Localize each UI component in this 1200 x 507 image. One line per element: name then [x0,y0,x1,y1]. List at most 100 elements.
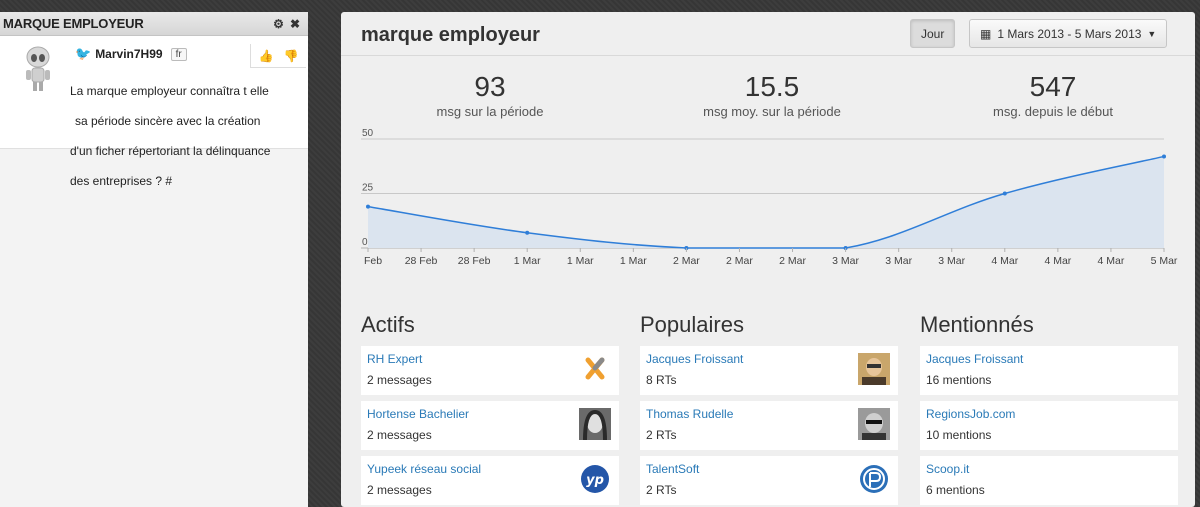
messages-chart: 50 25 0 Feb 28 Feb 28 Feb 1 Mar 1 Mar 1 Mar 2 Mar… [361,128,1178,267]
x-tick-label: 1 Mar [514,255,541,267]
calendar-icon: ▦ [980,26,992,41]
stat-label: msg. depuis le début [993,104,1113,119]
data-point[interactable] [1002,191,1007,196]
x-tick-label: 2 Mar [673,255,700,267]
x-tick-label: 3 Mar [885,255,912,267]
divider [341,55,1195,56]
column-title: Mentionnés [920,312,1034,337]
x-tick-label: 3 Mar [938,255,965,267]
list-item[interactable]: Thomas Rudelle 2 RTs [640,401,898,450]
list-item[interactable]: Jacques Froissant 16 mentions [920,346,1178,395]
tweet-item[interactable]: 🐦 Marvin7H99 fr 👍 👎 La marque employeur … [0,36,308,188]
item-name[interactable]: RH Expert [367,352,423,366]
item-count: 16 mentions [926,373,992,387]
x-tick-label: 5 Mar [1151,255,1178,267]
stat-value: 93 [474,71,506,102]
list-item[interactable]: RH Expert 2 messages [361,346,619,395]
date-range-label: 1 Mars 2013 - 5 Mars 2013 [997,26,1142,41]
list-item[interactable]: Yupeek réseau social 2 messages yp [361,456,619,505]
item-name[interactable]: Yupeek réseau social [367,462,482,476]
y-tick-label: 0 [362,237,368,248]
gear-icon[interactable]: ⚙ [273,16,284,31]
avatar-jacques-icon [858,353,890,385]
stat-period: 93 msg sur la période [390,71,590,120]
area-fill [368,156,1164,248]
language-badge: fr [170,47,187,61]
x-tick-label: 1 Mar [567,255,594,267]
stat-average: 15.5 msg moy. sur la période [672,71,872,120]
talentsoft-logo-icon [860,465,888,493]
item-count: 10 mentions [926,428,992,442]
left-panel: MARQUE EMPLOYEUR ⚙ ✖ 🐦 Marvin7H99 fr 👍 👎… [0,12,308,507]
column-actifs: Actifs RH Expert 2 messages Hortense Bac… [361,312,619,507]
x-tick-label: 1 Mar [620,255,647,267]
item-name[interactable]: Hortense Bachelier [367,407,470,421]
caret-down-icon: ▼ [1147,28,1157,39]
x-tick-label: 4 Mar [1098,255,1125,267]
data-point[interactable] [366,204,370,209]
x-tick-label: 4 Mar [1044,255,1071,267]
item-count: 6 mentions [926,483,985,497]
date-range-dropdown[interactable]: ▦ 1 Mars 2013 - 5 Mars 2013 ▼ [969,19,1168,48]
list-item[interactable]: Jacques Froissant 8 RTs [640,346,898,395]
x-tick-label: 28 Feb [458,255,491,267]
item-name[interactable]: Thomas Rudelle [646,407,734,421]
vote-controls: 👍 👎 [250,44,306,68]
y-tick-label: 25 [362,183,374,194]
tweet-text: La marque employeur connaîtra t elle sa … [70,69,295,204]
thumbs-down-icon[interactable]: 👎 [283,48,299,63]
day-button[interactable]: Jour [910,19,956,48]
item-count: 2 messages [367,428,432,442]
item-count: 2 messages [367,483,432,497]
stat-value: 547 [1029,71,1077,102]
svg-text:yp: yp [586,473,604,488]
x-tick-label: 4 Mar [991,255,1018,267]
data-point[interactable] [525,230,530,235]
avatar-thomas-icon [858,408,890,440]
item-count: 2 RTs [646,428,677,442]
data-point[interactable] [1162,154,1166,159]
tweet-line: des entreprises ? # [70,174,173,188]
x-tick-label: 2 Mar [779,255,806,267]
thumbs-up-icon[interactable]: 👍 [258,48,274,63]
close-icon[interactable]: ✖ [289,16,300,31]
tweet-line: d'un ficher répertoriant la délinquance [70,144,271,158]
column-populaires: Populaires Jacques Froissant 8 RTs Thoma… [640,312,898,507]
x-tick-label: 28 Feb [405,255,438,267]
item-count: 8 RTs [646,373,677,387]
y-tick-label: 50 [362,128,374,139]
page-title: marque employeur [361,24,540,46]
x-tick-label: 2 Mar [726,255,753,267]
list-item[interactable]: Hortense Bachelier 2 messages [361,401,619,450]
item-name[interactable]: Scoop.it [926,462,970,476]
column-title: Populaires [640,312,744,337]
twitter-bird-icon: 🐦 [75,46,92,61]
tweet-line: sa période sincère avec la création [75,114,261,128]
list-item[interactable]: TalentSoft 2 RTs [640,456,898,505]
item-count: 2 messages [367,373,432,387]
panel-controls: ⚙ ✖ [273,17,300,31]
rh-expert-logo-icon [585,357,605,380]
list-item[interactable]: Scoop.it 6 mentions [920,456,1178,505]
item-name[interactable]: RegionsJob.com [926,407,1016,421]
item-count: 2 RTs [646,483,677,497]
item-name[interactable]: Jacques Froissant [926,352,1024,366]
panel-header: MARQUE EMPLOYEUR ⚙ ✖ [0,12,308,36]
item-name[interactable]: TalentSoft [646,462,700,476]
series-line [367,155,1165,249]
list-item[interactable]: RegionsJob.com 10 mentions [920,401,1178,450]
main-panel: marque employeur Jour ▦ 1 Mars 2013 - 5 … [341,12,1195,507]
robot-avatar-icon [26,46,50,91]
tweet-line: La marque employeur connaîtra t elle [70,84,269,98]
stat-value: 15.5 [744,71,800,102]
tweet-username[interactable]: Marvin7H99 [95,47,163,61]
tweet-user: 🐦 Marvin7H99 fr [75,46,187,62]
yupeek-logo-icon: yp [581,465,609,493]
column-mentionnes: Mentionnés Jacques Froissant 16 mentions… [920,312,1178,507]
panel-title: MARQUE EMPLOYEUR [3,16,144,31]
column-title: Actifs [361,312,415,337]
stat-total: 547 msg. depuis le début [953,71,1153,120]
x-tick-label: 3 Mar [832,255,859,267]
stat-label: msg sur la période [436,104,544,119]
item-name[interactable]: Jacques Froissant [646,352,744,366]
